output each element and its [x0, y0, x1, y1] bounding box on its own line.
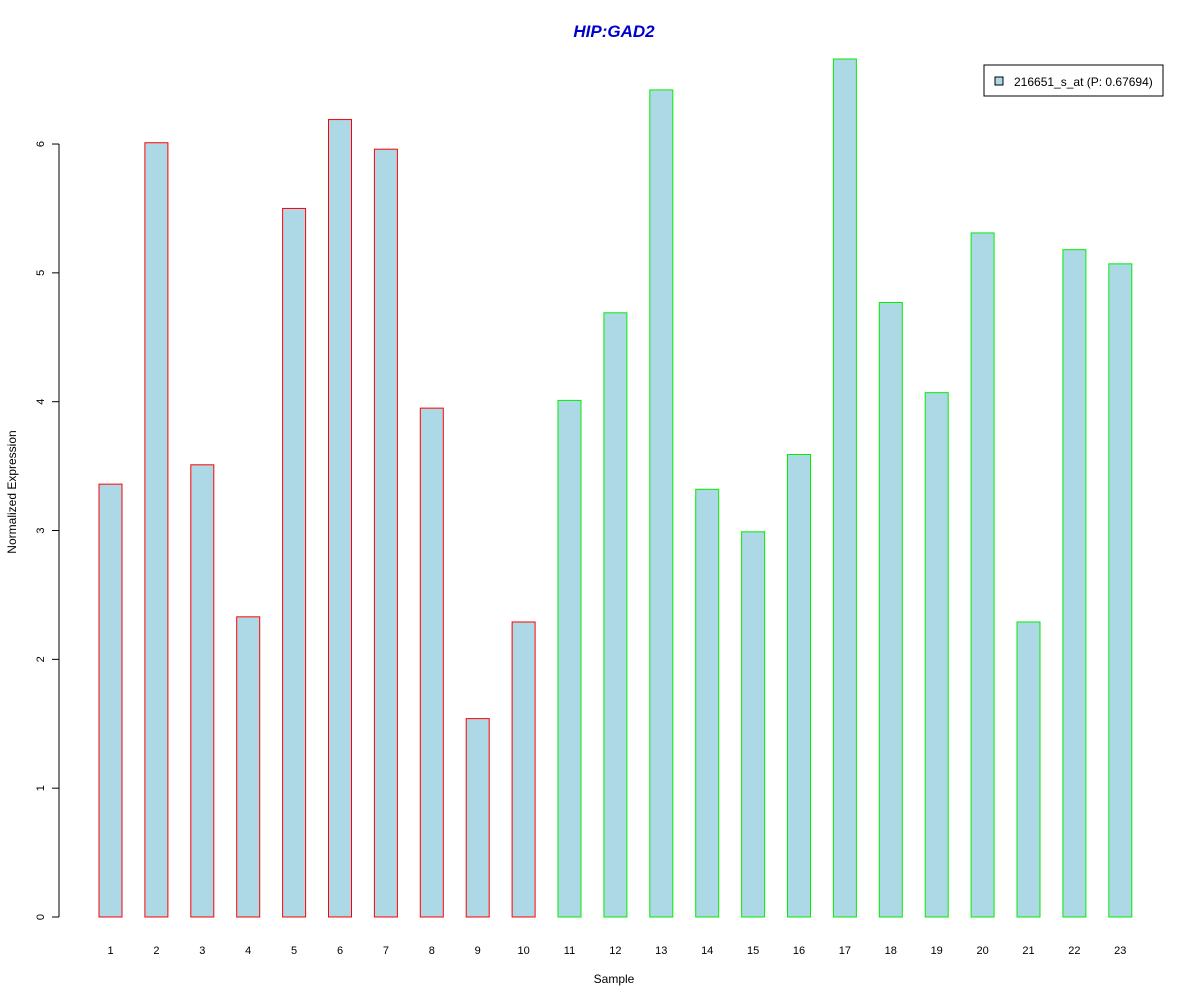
bar-sample-18	[878, 301, 903, 918]
x-axis-title: Sample	[594, 972, 635, 986]
x-tick-label: 2	[153, 945, 159, 957]
x-tick-label: 9	[475, 945, 481, 957]
bar-sample-15	[741, 531, 766, 918]
y-tick-label: 3	[35, 527, 47, 533]
x-tick-label: 10	[517, 945, 529, 957]
x-tick-label: 1	[107, 945, 113, 957]
bar-sample-17	[832, 58, 857, 918]
bar-sample-3	[190, 464, 215, 918]
y-tick-label: 0	[35, 914, 47, 920]
x-tick-label: 20	[976, 945, 988, 957]
x-tick-label: 13	[655, 945, 667, 957]
y-tick-label: 1	[35, 785, 47, 791]
x-tick-label: 22	[1068, 945, 1080, 957]
x-tick-label: 6	[337, 945, 343, 957]
bar-sample-22	[1062, 249, 1087, 918]
bar-sample-2	[144, 142, 169, 918]
x-tick-label: 12	[609, 945, 621, 957]
legend-label: 216651_s_at (P: 0.67694)	[1014, 75, 1153, 89]
x-tick-label: 18	[885, 945, 897, 957]
bar-sample-8	[419, 407, 444, 918]
y-tick-label: 6	[35, 141, 47, 147]
bar-sample-23	[1108, 263, 1133, 918]
y-tick-label: 4	[35, 399, 47, 405]
chart-title: HIP:GAD2	[573, 22, 655, 41]
y-axis-title: Normalized Expression	[5, 430, 19, 553]
bar-sample-20	[970, 232, 995, 918]
bar-sample-14	[695, 488, 720, 918]
bar-sample-13	[649, 89, 674, 918]
bar-sample-19	[924, 392, 949, 918]
x-tick-label: 16	[793, 945, 805, 957]
x-tick-label: 3	[199, 945, 205, 957]
x-tick-label: 15	[747, 945, 759, 957]
x-axis-tick-labels: 1 2 3 4 5 6 7 8 9 10 11 12 13 14 15 16 17 18 19 20 21 22 23	[107, 945, 1126, 957]
bar-sample-10	[511, 621, 536, 918]
bar-sample-16	[787, 454, 811, 918]
y-tick-label: 5	[35, 270, 47, 276]
legend: 216651_s_at (P: 0.67694)	[983, 64, 1164, 97]
bar-sample-11	[557, 399, 582, 918]
bars	[98, 58, 1133, 918]
bar-sample-5	[282, 207, 307, 918]
bar-sample-7	[373, 148, 398, 918]
x-tick-label: 19	[931, 945, 943, 957]
bar-sample-9	[465, 718, 490, 918]
x-tick-label: 8	[429, 945, 435, 957]
y-axis: 0 1 2 3 4 5 6	[35, 141, 60, 920]
bar-sample-21	[1016, 621, 1041, 918]
x-tick-label: 5	[291, 945, 297, 957]
x-tick-label: 7	[383, 945, 389, 957]
x-tick-label: 4	[245, 945, 251, 957]
x-tick-label: 23	[1114, 945, 1126, 957]
bar-sample-12	[603, 312, 628, 918]
legend-swatch	[994, 76, 1004, 86]
x-tick-label: 14	[701, 945, 713, 957]
legend-box	[983, 64, 1164, 97]
bar-sample-4	[236, 616, 261, 918]
bar-sample-1	[98, 483, 123, 918]
x-tick-label: 17	[839, 945, 851, 957]
bar-sample-6	[328, 119, 352, 918]
y-tick-label: 2	[35, 656, 47, 662]
x-tick-label: 11	[564, 945, 575, 957]
x-tick-label: 21	[1022, 945, 1034, 957]
